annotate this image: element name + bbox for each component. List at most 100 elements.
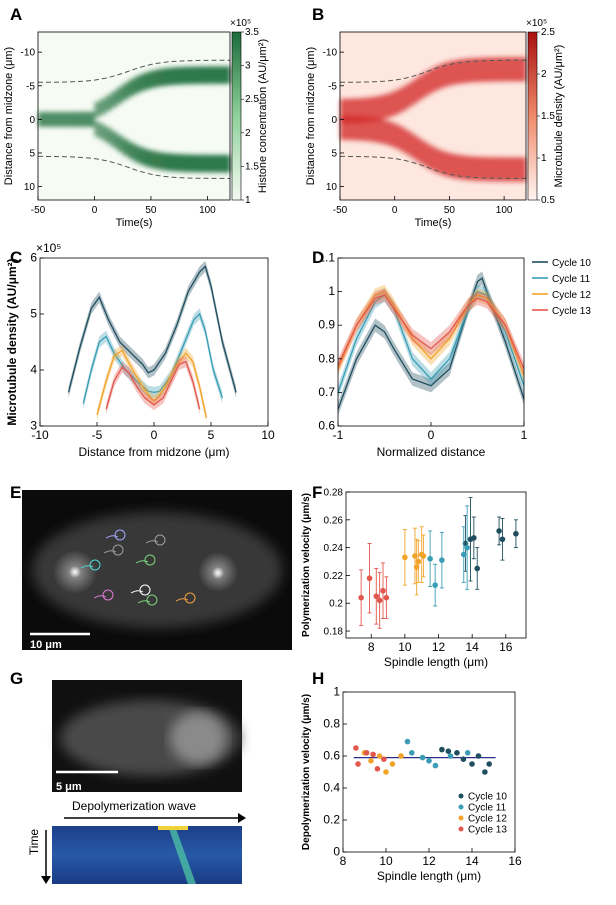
chart-h-point-cycle-10: [445, 748, 452, 754]
chart-b-heat-band: [509, 157, 516, 182]
chart-f-point-cycle-10: [471, 535, 477, 541]
chart-a-heat-band: [122, 83, 129, 100]
chart-a-ytick-label: 0: [29, 115, 35, 126]
chart-a-boundary-curve: [38, 155, 231, 179]
chart-d-legend-label: Cycle 13: [552, 306, 591, 317]
chart-f-point-cycle-13: [376, 597, 383, 604]
panel-g-time-label: Time: [27, 829, 41, 856]
chart-b-heat-band: [454, 59, 461, 84]
chart-f-point-cycle-13: [373, 593, 380, 600]
chart-a-heat-band: [190, 66, 197, 85]
chart-b-heat-band: [340, 115, 346, 140]
chart-b-ytick-label: 10: [326, 182, 338, 193]
chart-d-ytick-label: 1.1: [318, 251, 335, 265]
chart-a-xtick-label: 0: [92, 205, 98, 216]
chart-b-heat-band: [465, 156, 472, 181]
chart-a-heat-band: [218, 154, 225, 173]
chart-h-legend-label: Cycle 10: [468, 792, 507, 803]
chart-h-xtick-label: 8: [340, 854, 347, 868]
panel-e-track-line: [145, 540, 159, 544]
chart-h-ytick-label: 0.2: [323, 813, 340, 827]
chart-h-point-cycle-10: [454, 750, 460, 756]
chart-d-band-12: [338, 284, 524, 383]
chart-b-heat-band: [416, 76, 423, 101]
chart-h-xtick-label: 16: [508, 854, 522, 868]
panel-e-track-circle: [89, 559, 101, 571]
chart-b-heat-band: [361, 116, 368, 141]
chart-f-point-cycle-11: [427, 555, 433, 562]
chart-c-exponent: ×10⁵: [36, 241, 61, 255]
chart-h-xtick-label: 10: [379, 854, 393, 868]
chart-f-point-cycle-10: [496, 528, 502, 534]
chart-b-heat-band: [400, 127, 407, 152]
chart-h-point-cycle-12: [389, 761, 396, 767]
chart-h-point-cycle-12: [398, 753, 404, 759]
chart-h-ytick-label: 0.4: [323, 781, 340, 795]
chart-b-heat-band: [427, 69, 434, 94]
chart-b-heat-band: [449, 153, 456, 178]
chart-b-colorbar-tick-label: 2: [541, 69, 547, 80]
chart-a-heat-band: [139, 147, 146, 165]
chart-f-point-cycle-10: [474, 565, 481, 572]
chart-a-heat-band: [100, 98, 107, 115]
chart-d-series-cycle-10: [337, 277, 525, 410]
chart-b-heat-band: [372, 118, 379, 143]
panel-e-track-line: [80, 565, 94, 569]
chart-f-xtick-label: 16: [499, 640, 513, 654]
chart-a-heat-band: [128, 79, 135, 97]
chart-a-heat-band: [100, 124, 107, 141]
chart-d-band-11: [338, 284, 524, 400]
chart-b-heat-band: [460, 155, 467, 180]
chart-a-heat-band: [213, 154, 220, 173]
chart-a-heat-band: [83, 111, 90, 127]
panel-e-embryo: [32, 512, 282, 628]
chart-b-xtick-label: 50: [444, 205, 456, 216]
chart-a-heat-band: [173, 67, 180, 85]
chart-f-ytick-label: 0.22: [324, 571, 344, 582]
chart-h-point-cycle-10: [439, 746, 445, 753]
chart-h-point-cycle-11: [464, 750, 471, 756]
chart-b-heat-band: [361, 97, 368, 123]
chart-d-ytick-label: 0.8: [318, 351, 335, 365]
chart-b-ylabel: Distance from midzone (μm): [305, 47, 317, 185]
chart-b-heat-band: [367, 97, 374, 122]
chart-f-point-cycle-10: [499, 536, 506, 543]
chart-b-colorbar-tick-label: 1.5: [541, 111, 555, 122]
chart-a-xtick-label: -50: [31, 205, 46, 216]
chart-a-heat-band: [201, 66, 208, 84]
chart-a-heat-band: [167, 67, 175, 86]
chart-h-point-cycle-11: [432, 762, 439, 769]
chart-a-heat-band: [66, 111, 73, 127]
panel-g-kymo-top: [158, 826, 188, 830]
chart-a-heat-band: [77, 111, 84, 127]
chart-b-heat-band: [356, 98, 363, 123]
chart-b-heat-band: [422, 72, 429, 97]
chart-d-ytick-label: 0.6: [318, 419, 335, 433]
chart-b-heat-band: [476, 57, 483, 82]
chart-b-heat-band: [350, 98, 357, 123]
panel-label-d: D: [312, 248, 324, 267]
chart-c-series-cycle-13: [105, 360, 201, 410]
chart-h-ylabel: Depolymerization velocity (μm/s): [301, 694, 312, 850]
chart-b-heat-band: [487, 57, 494, 82]
panel-e-spot: [69, 566, 81, 578]
chart-c-xtick-label: -10: [31, 428, 49, 442]
chart-b-heat-band: [449, 60, 456, 86]
chart-a-heat-band: [213, 66, 220, 84]
panel-e-track-line: [175, 598, 189, 602]
panel-g-kymo-title: Depolymerization wave: [72, 799, 196, 813]
chart-a-ytick-label: 5: [29, 148, 35, 159]
chart-a-heat-band: [196, 154, 203, 173]
panel-e-spot: [212, 567, 224, 579]
chart-c-ylabel: Microtubule density (AU/μm²): [5, 258, 19, 425]
chart-a-heat-band: [117, 135, 124, 152]
chart-b-heat-band: [394, 89, 401, 115]
chart-a-heat-band: [184, 154, 191, 172]
chart-b-ytick-label: -5: [328, 81, 337, 92]
chart-b-heat-band: [438, 64, 445, 89]
chart-a-colorbar-tick-label: 3.5: [245, 27, 259, 38]
chart-h-point-cycle-13: [355, 761, 361, 767]
chart-f-point-cycle-13: [366, 575, 373, 582]
chart-h-ytick-label: 0.8: [323, 717, 340, 731]
chart-a-heat-band: [94, 101, 101, 118]
